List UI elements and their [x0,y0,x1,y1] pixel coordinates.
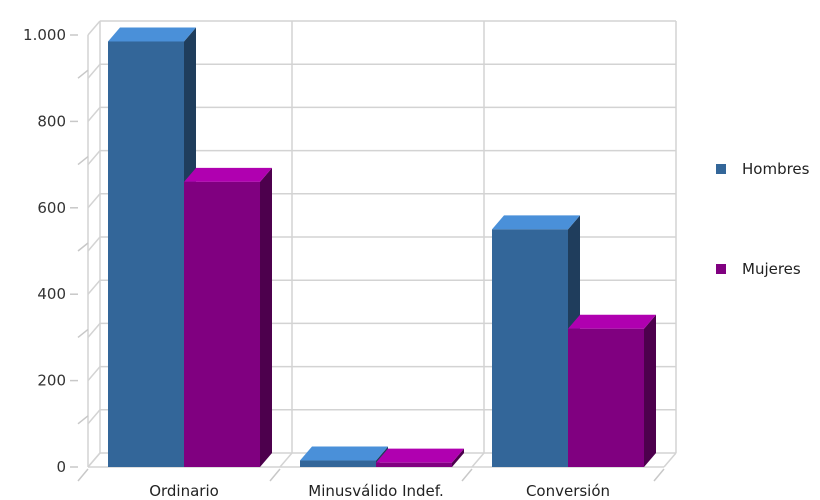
x-tick-mark [653,468,665,482]
gridline-floor [87,452,101,468]
gridline-side [87,366,101,382]
y-tick-label: 1.000 [23,26,66,44]
axis-labels: 0 200 400 600 800 1.000 Ordinario Minusválido I… [23,26,610,500]
y-tick-label: 0 [56,458,66,476]
bar [376,462,452,467]
bar [108,41,184,467]
bar [492,229,568,467]
bar-top [184,167,272,182]
bars [108,27,656,467]
bar-top [300,446,388,461]
y-minor-tick [77,415,89,425]
y-minor-tick [77,156,89,166]
gridline-side [87,193,101,209]
y-minor-tick [77,69,89,79]
gridline-side [87,63,101,79]
bar-top [568,314,656,329]
x-tick-mark [461,468,473,482]
bar-top [376,448,464,463]
x-tick-mark [77,468,89,482]
legend-swatch-mujeres [716,264,726,274]
gridline-side [87,150,101,166]
x-tick-label: Ordinario [149,482,219,500]
bar-side [644,314,656,467]
bar-side [260,167,272,467]
legend-label-mujeres: Mujeres [742,260,801,278]
bar-side [452,448,464,467]
gridline-side [87,236,101,252]
bar-top [492,215,580,230]
legend-swatch-hombres [716,164,726,174]
bar-top [108,27,196,42]
y-minor-tick [77,328,89,338]
gridline-side [87,409,101,425]
gridline-side [87,322,101,338]
bar [300,460,376,467]
legend-label-hombres: Hombres [742,160,810,178]
gridline-side [87,20,101,36]
y-tick-label: 800 [37,112,66,130]
legend: Hombres Mujeres [716,160,820,360]
y-tick-label: 400 [37,285,66,303]
x-tick-label: Minusválido Indef. [308,482,443,500]
x-tick-label: Conversión [526,482,610,500]
bar [568,328,644,467]
legend-item-hombres: Hombres [716,160,820,178]
gridline-floor [471,452,485,468]
gridline-side [87,106,101,122]
y-tick-label: 200 [37,372,66,390]
bar [184,181,260,467]
gridline-side [87,279,101,295]
gridline-floor [663,452,677,468]
gridline-floor [279,452,293,468]
y-tick-label: 600 [37,199,66,217]
x-tick-mark [269,468,281,482]
legend-item-mujeres: Mujeres [716,260,820,278]
y-minor-tick [77,242,89,252]
